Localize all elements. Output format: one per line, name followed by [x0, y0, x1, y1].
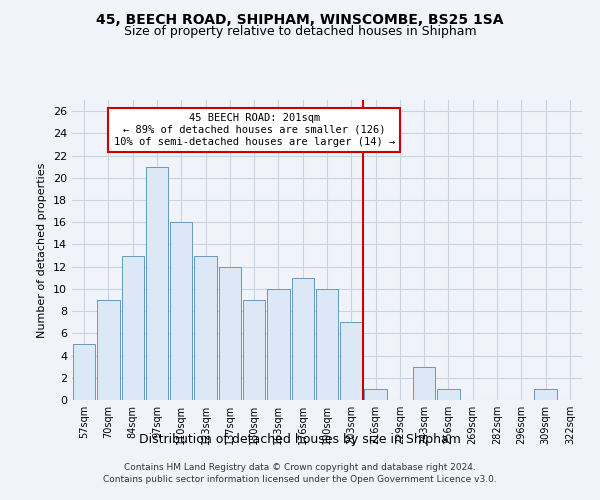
Bar [194, 256, 217, 400]
Bar [218, 266, 241, 400]
Bar [243, 300, 265, 400]
Bar [364, 389, 387, 400]
Text: Size of property relative to detached houses in Shipham: Size of property relative to detached ho… [124, 25, 476, 38]
Y-axis label: Number of detached properties: Number of detached properties [37, 162, 47, 338]
Bar [535, 389, 557, 400]
Bar [73, 344, 95, 400]
Bar [170, 222, 193, 400]
Bar [437, 389, 460, 400]
Text: 45, BEECH ROAD, SHIPHAM, WINSCOMBE, BS25 1SA: 45, BEECH ROAD, SHIPHAM, WINSCOMBE, BS25… [96, 12, 504, 26]
Bar [413, 366, 436, 400]
Text: Distribution of detached houses by size in Shipham: Distribution of detached houses by size … [139, 432, 461, 446]
Bar [146, 166, 168, 400]
Text: Contains HM Land Registry data © Crown copyright and database right 2024.: Contains HM Land Registry data © Crown c… [124, 462, 476, 471]
Text: Contains public sector information licensed under the Open Government Licence v3: Contains public sector information licen… [103, 475, 497, 484]
Bar [292, 278, 314, 400]
Bar [122, 256, 144, 400]
Bar [267, 289, 290, 400]
Bar [316, 289, 338, 400]
Bar [340, 322, 362, 400]
Bar [97, 300, 119, 400]
Text: 45 BEECH ROAD: 201sqm
← 89% of detached houses are smaller (126)
10% of semi-det: 45 BEECH ROAD: 201sqm ← 89% of detached … [113, 114, 395, 146]
